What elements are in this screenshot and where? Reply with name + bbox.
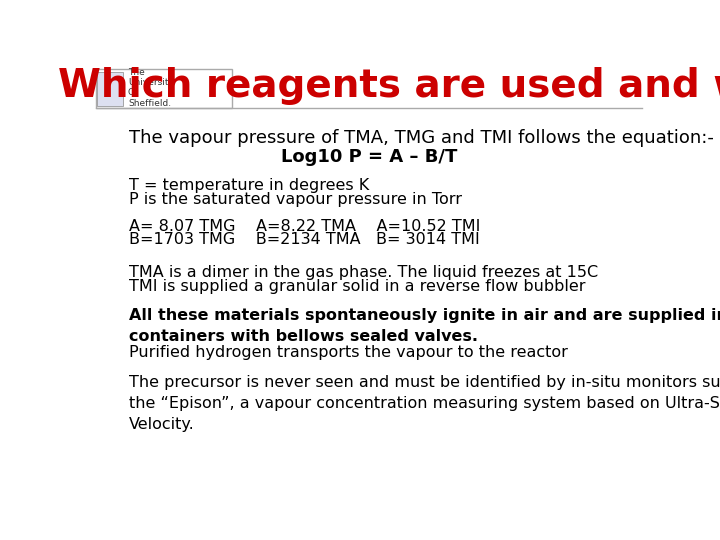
Text: B=1703 TMG    B=2134 TMA   B= 3014 TMI: B=1703 TMG B=2134 TMA B= 3014 TMI bbox=[129, 232, 480, 247]
Text: Purified hydrogen transports the vapour to the reactor: Purified hydrogen transports the vapour … bbox=[129, 346, 568, 361]
Text: The vapour pressure of TMA, TMG and TMI follows the equation:-: The vapour pressure of TMA, TMG and TMI … bbox=[129, 129, 714, 147]
Text: The precursor is never seen and must be identified by in-situ monitors such as
t: The precursor is never seen and must be … bbox=[129, 375, 720, 431]
FancyBboxPatch shape bbox=[96, 69, 233, 109]
FancyBboxPatch shape bbox=[96, 72, 124, 105]
Text: T = temperature in degrees K: T = temperature in degrees K bbox=[129, 178, 369, 193]
Text: A= 8.07 TMG    A=8.22 TMA    A=10.52 TMI: A= 8.07 TMG A=8.22 TMA A=10.52 TMI bbox=[129, 219, 480, 234]
Text: Log10 P = A – B/T: Log10 P = A – B/T bbox=[281, 148, 457, 166]
Text: The
University
Of
Sheffield.: The University Of Sheffield. bbox=[128, 68, 174, 108]
Text: TMA is a dimer in the gas phase. The liquid freezes at 15C: TMA is a dimer in the gas phase. The liq… bbox=[129, 265, 598, 280]
Text: TMI is supplied a granular solid in a reverse flow bubbler: TMI is supplied a granular solid in a re… bbox=[129, 279, 585, 294]
Text: Which reagents are used and why?: Which reagents are used and why? bbox=[58, 68, 720, 105]
Text: All these materials spontaneously ignite in air and are supplied in stainless st: All these materials spontaneously ignite… bbox=[129, 308, 720, 344]
Text: P is the saturated vapour pressure in Torr: P is the saturated vapour pressure in To… bbox=[129, 192, 462, 207]
